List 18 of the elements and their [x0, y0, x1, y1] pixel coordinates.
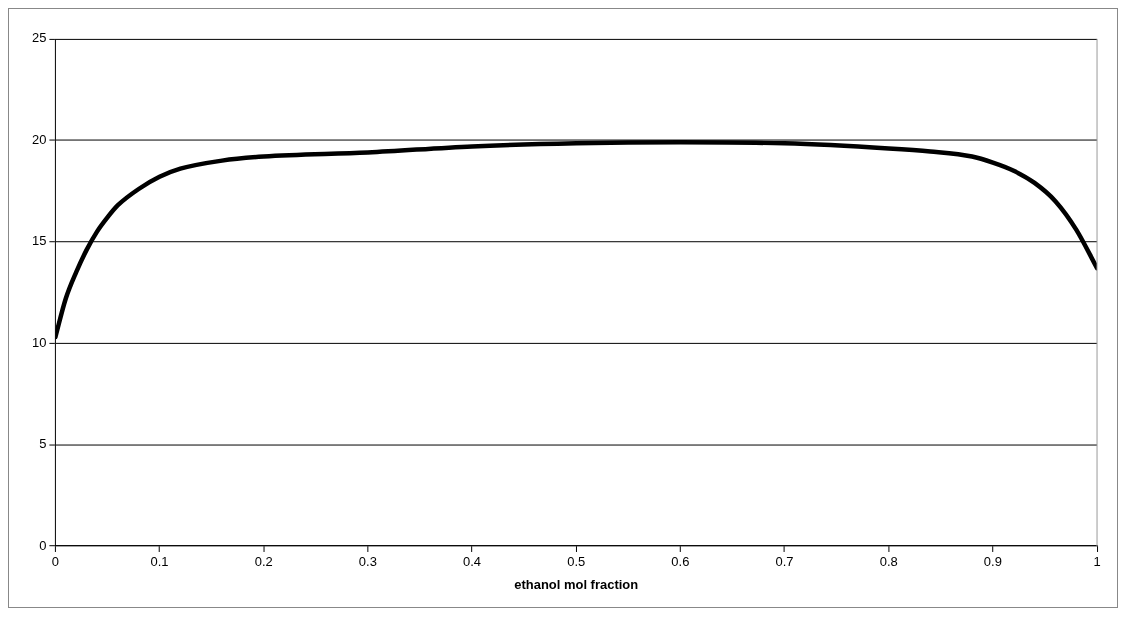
x-tick-label: 1	[1093, 554, 1101, 570]
y-tick-label: 10	[31, 334, 47, 350]
y-tick-label: 15	[31, 233, 47, 249]
y-tick-label: 20	[31, 131, 47, 147]
x-tick-label: 0.7	[775, 554, 794, 570]
y-tick-label: 0	[39, 537, 47, 553]
x-tick-label: 0	[51, 554, 59, 570]
x-tick-label: 0.4	[463, 554, 482, 570]
x-tick-label: 0.8	[879, 554, 898, 570]
x-tick-label: 0.2	[254, 554, 273, 570]
y-tick-label: 5	[39, 436, 47, 452]
x-tick-label: 0.6	[671, 554, 690, 570]
x-tick-label: 0.9	[983, 554, 1002, 570]
x-tick-label: 0.3	[358, 554, 377, 570]
y-tick-label: 25	[31, 30, 47, 46]
x-tick-label: 0.1	[150, 554, 169, 570]
x-tick-label: 0.5	[567, 554, 586, 570]
x-axis-title: ethanol mol fraction	[514, 576, 639, 592]
